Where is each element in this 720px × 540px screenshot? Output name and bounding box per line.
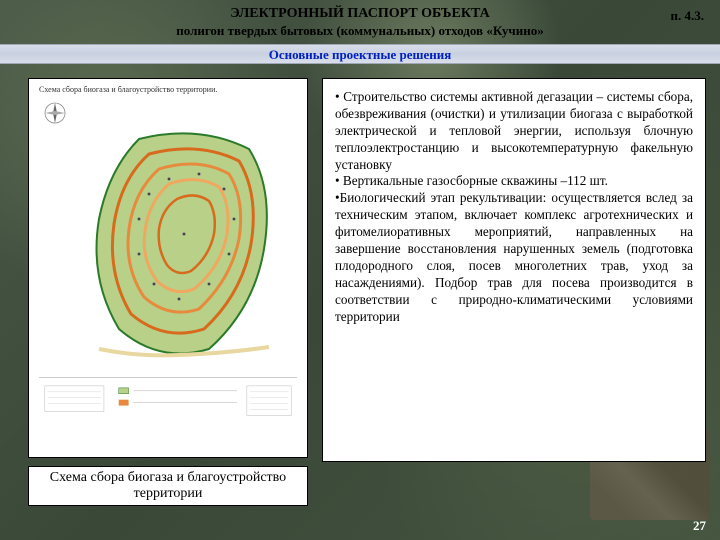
text-panel: • Строительство системы активной дегазац… <box>322 78 706 462</box>
map-legend <box>39 377 297 447</box>
map-inner-title: Схема сбора биогаза и благоустройство те… <box>39 85 217 94</box>
page-number: 27 <box>693 518 706 534</box>
landfill-map <box>79 119 279 369</box>
bullet-1: • Строительство системы активной дегазац… <box>335 89 693 173</box>
header-block: ЭЛЕКТРОННЫЙ ПАСПОРТ ОБЪЕКТА полигон твер… <box>0 6 720 38</box>
map-caption: Схема сбора биогаза и благоустройство те… <box>28 466 308 506</box>
bullet-2: • Вертикальные газосборные скважины –112… <box>335 173 693 190</box>
map-caption-text: Схема сбора биогаза и благоустройство те… <box>37 470 299 502</box>
map-panel: Схема сбора биогаза и благоустройство те… <box>28 78 308 458</box>
section-bar: Основные проектные решения <box>0 44 720 64</box>
compass-icon <box>43 101 67 125</box>
bullet-3: •Биологический этап рекультивации: осуще… <box>335 190 693 325</box>
header-subtitle: полигон твердых бытовых (коммунальных) о… <box>0 23 720 39</box>
header-title: ЭЛЕКТРОННЫЙ ПАСПОРТ ОБЪЕКТА <box>0 6 720 23</box>
